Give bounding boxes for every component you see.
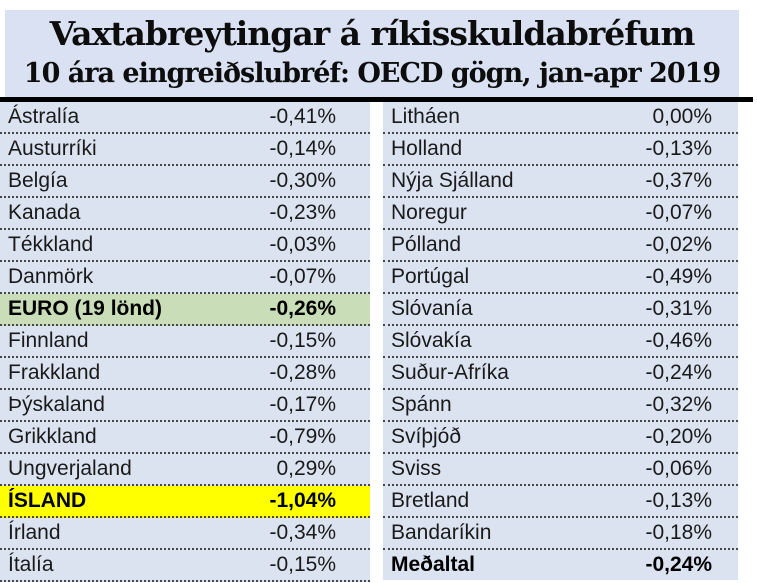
country-label: Pólland	[391, 233, 462, 256]
value-label: -1,04%	[269, 489, 336, 512]
table-row: Portúgal -0,49%	[383, 262, 738, 294]
table-row: Slóvanía -0,31%	[383, 294, 738, 326]
header: Vaxtabreytingar á ríkisskuldabréfum 10 á…	[5, 10, 739, 97]
table-row: Meðaltal -0,24%	[383, 550, 738, 580]
country-label: Portúgal	[391, 265, 470, 288]
country-label: Austurríki	[8, 137, 97, 160]
column-divider	[370, 102, 383, 583]
table-row: Frakkland -0,28%	[0, 358, 370, 390]
value-label: -0,07%	[269, 265, 336, 288]
value-label: -0,07%	[645, 201, 712, 224]
country-label: Belgía	[8, 169, 68, 192]
value-label: -0,26%	[269, 297, 336, 320]
country-label: Tékkland	[8, 233, 94, 256]
country-label: Nýja Sjálland	[391, 169, 514, 192]
value-label: -0,15%	[269, 329, 336, 352]
table-row: Litháen 0,00%	[383, 102, 738, 134]
table-row: Írland -0,34%	[0, 518, 370, 550]
value-label: -0,79%	[269, 425, 336, 448]
table-row: Ástralía -0,41%	[0, 102, 370, 134]
value-label: -0,23%	[269, 201, 336, 224]
table-row: Sviss -0,06%	[383, 454, 738, 486]
country-label: Holland	[391, 137, 463, 160]
country-label: Þýskaland	[8, 393, 105, 416]
table-row: Holland -0,13%	[383, 134, 738, 166]
value-label: 0,29%	[276, 457, 336, 480]
value-label: -0,32%	[645, 393, 712, 416]
page-subtitle: 10 ára eingreiðslubréf: OECD gögn, jan-a…	[23, 58, 721, 89]
country-label: Slóvanía	[391, 297, 473, 320]
table-row: Finnland -0,15%	[0, 326, 370, 358]
value-label: -0,28%	[269, 361, 336, 384]
value-label: -0,46%	[645, 329, 712, 352]
value-label: -0,34%	[269, 521, 336, 544]
country-label: Svíþjóð	[391, 425, 462, 448]
table-row: Pólland -0,02%	[383, 230, 738, 262]
table-row: Slóvakía -0,46%	[383, 326, 738, 358]
value-label: -0,03%	[269, 233, 336, 256]
table-row: Tékkland -0,03%	[0, 230, 370, 262]
value-label: -0,14%	[269, 137, 336, 160]
country-label: Litháen	[391, 105, 460, 128]
country-label: Finnland	[8, 329, 89, 352]
country-label: Suður-Afríka	[391, 361, 509, 384]
table-row: Spánn -0,32%	[383, 390, 738, 422]
value-label: -0,31%	[645, 297, 712, 320]
country-label: Spánn	[391, 393, 452, 416]
country-label: Grikkland	[8, 425, 97, 448]
table-row: Noregur -0,07%	[383, 198, 738, 230]
table-row: Suður-Afríka -0,24%	[383, 358, 738, 390]
value-label: -0,49%	[645, 265, 712, 288]
header-divider	[0, 97, 753, 102]
country-label: Danmörk	[8, 265, 94, 288]
value-label: -0,18%	[645, 521, 712, 544]
table-row: Bandaríkin -0,18%	[383, 518, 738, 550]
value-label: -0,30%	[269, 169, 336, 192]
value-label: -0,24%	[645, 553, 712, 576]
table-row: EURO (19 lönd) -0,26%	[0, 294, 370, 326]
country-label: ÍSLAND	[8, 489, 87, 512]
rates-table: Ástralía -0,41% Austurríki -0,14% Belgía -0,3…	[0, 102, 738, 583]
table-row: Þýskaland -0,17%	[0, 390, 370, 422]
value-label: -0,02%	[645, 233, 712, 256]
table-row: Ungverjaland 0,29%	[0, 454, 370, 486]
value-label: 0,00%	[652, 105, 712, 128]
table-row: Kanada -0,23%	[0, 198, 370, 230]
table-column-right: Litháen 0,00% Holland -0,13% Nýja Sjálland -0…	[383, 102, 738, 583]
country-label: Meðaltal	[391, 553, 476, 576]
value-label: -0,20%	[645, 425, 712, 448]
page-title: Vaxtabreytingar á ríkisskuldabréfum	[49, 14, 696, 53]
country-label: Frakkland	[8, 361, 101, 384]
country-label: Ítalía	[8, 553, 54, 576]
value-label: -0,24%	[645, 361, 712, 384]
country-label: Noregur	[391, 201, 467, 224]
table-row: Ítalía -0,15%	[0, 550, 370, 582]
table-row: Belgía -0,30%	[0, 166, 370, 198]
table-row: Grikkland -0,79%	[0, 422, 370, 454]
country-label: Ástralía	[8, 105, 80, 128]
country-label: Ungverjaland	[8, 457, 132, 480]
table-row: ÍSLAND -1,04%	[0, 486, 370, 518]
country-label: Slóvakía	[391, 329, 472, 352]
country-label: EURO (19 lönd)	[8, 297, 163, 320]
table-row: Austurríki -0,14%	[0, 134, 370, 166]
value-label: -0,13%	[645, 137, 712, 160]
value-label: -0,15%	[269, 553, 336, 576]
value-label: -0,17%	[269, 393, 336, 416]
value-label: -0,13%	[645, 489, 712, 512]
country-label: Írland	[8, 521, 61, 544]
country-label: Kanada	[8, 201, 81, 224]
country-label: Sviss	[391, 457, 442, 480]
table-row: Svíþjóð -0,20%	[383, 422, 738, 454]
table-column-left: Ástralía -0,41% Austurríki -0,14% Belgía -0,3…	[0, 102, 370, 583]
table-row: Danmörk -0,07%	[0, 262, 370, 294]
country-label: Bandaríkin	[391, 521, 492, 544]
value-label: -0,06%	[645, 457, 712, 480]
value-label: -0,37%	[645, 169, 712, 192]
table-row: Bretland -0,13%	[383, 486, 738, 518]
value-label: -0,41%	[269, 105, 336, 128]
table-row: Nýja Sjálland -0,37%	[383, 166, 738, 198]
country-label: Bretland	[391, 489, 470, 512]
